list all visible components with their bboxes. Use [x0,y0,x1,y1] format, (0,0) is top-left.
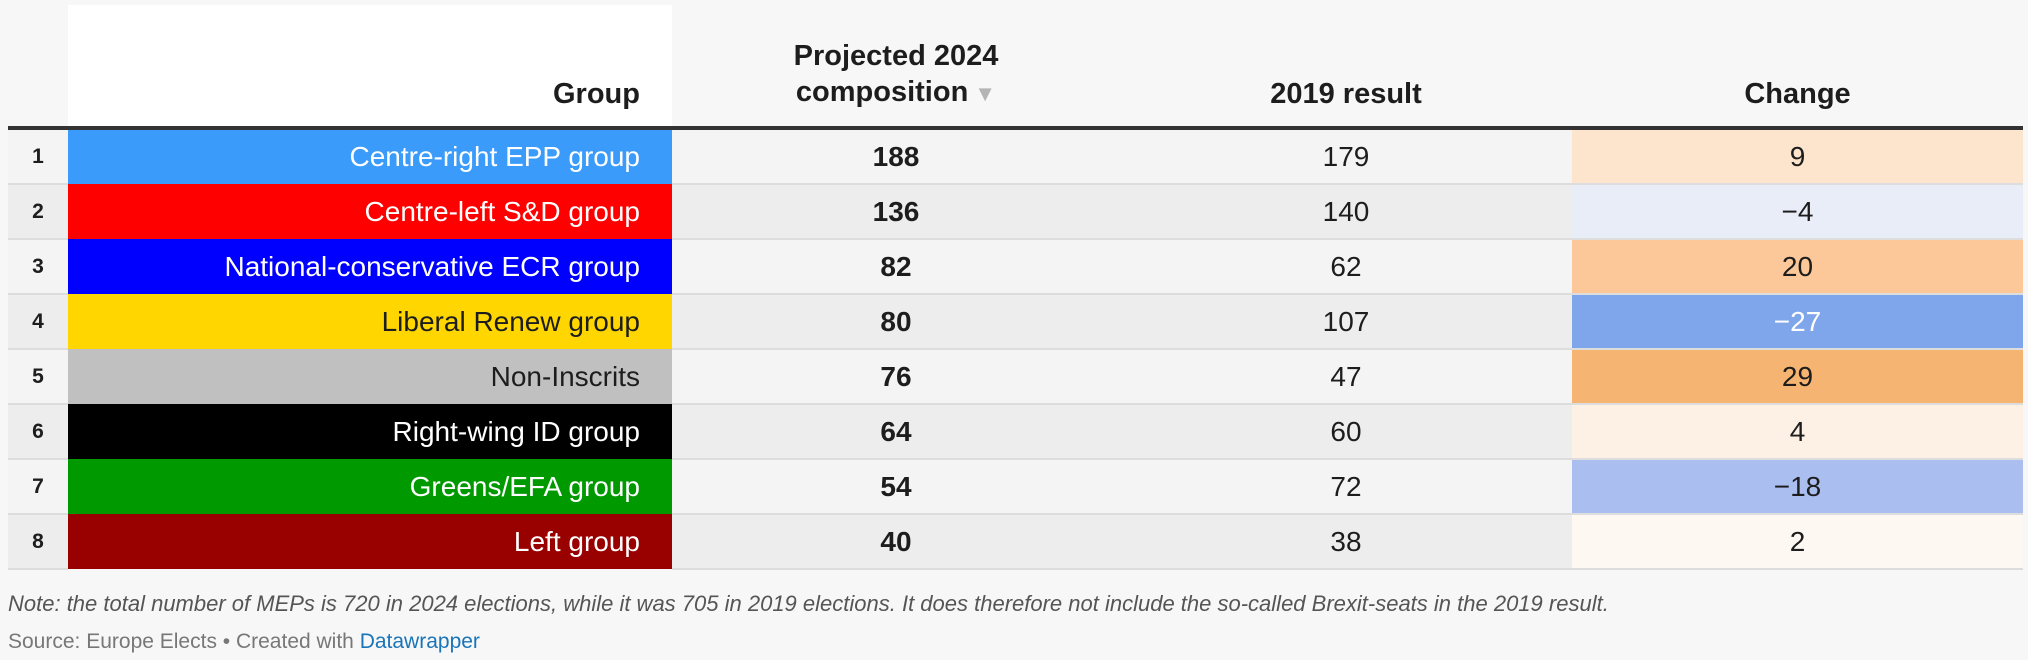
table-header: Group Projected 2024 composition ▼ 2019 r… [8,5,2023,130]
projected-2024-cell: 80 [672,294,1120,350]
result-2019-cell: 62 [1120,239,1572,295]
group-cell: Centre-right EPP group [68,128,672,184]
change-cell: 4 [1572,404,2023,460]
table-row: 3 National-conservative ECR group 82 62 20 [8,239,2023,295]
header-projected-line1: Projected 2024 [793,40,999,72]
group-cell: Left group [68,514,672,569]
source-text: Source: Europe Elects • Created with [8,630,360,653]
rank-cell: 6 [8,404,68,460]
rank-cell: 3 [8,239,68,295]
projected-2024-cell: 54 [672,459,1120,515]
table-row: 2 Centre-left S&D group 136 140 −4 [8,184,2023,240]
projected-2024-cell: 76 [672,349,1120,405]
rank-cell: 7 [8,459,68,515]
header-change[interactable]: Change [1572,5,2023,130]
result-2019-cell: 60 [1120,404,1572,460]
change-cell: −18 [1572,459,2023,515]
result-2019-cell: 179 [1120,128,1572,185]
rank-cell: 1 [8,128,68,185]
change-cell: 29 [1572,349,2023,405]
group-cell: Greens/EFA group [68,459,672,514]
rank-cell: 8 [8,514,68,570]
projected-2024-cell: 82 [672,239,1120,295]
sort-descending-icon: ▼ [974,81,997,106]
result-2019-cell: 140 [1120,184,1572,240]
footnote: Note: the total number of MEPs is 720 in… [8,591,1609,616]
change-cell: −27 [1572,294,2023,350]
results-table: Group Projected 2024 composition ▼ 2019 r… [8,5,2023,570]
change-cell: 9 [1572,128,2023,185]
header-group[interactable]: Group [68,5,672,130]
projected-2024-cell: 64 [672,404,1120,460]
change-cell: 2 [1572,514,2023,570]
header-projected-line2: composition [795,76,969,108]
table-row: 7 Greens/EFA group 54 72 −18 [8,459,2023,515]
group-cell: Liberal Renew group [68,294,672,349]
source-line: Source: Europe Elects • Created with Dat… [8,630,480,654]
result-2019-cell: 107 [1120,294,1572,350]
table-row: 4 Liberal Renew group 80 107 −27 [8,294,2023,350]
rank-cell: 5 [8,349,68,405]
projected-2024-cell: 136 [672,184,1120,240]
result-2019-cell: 38 [1120,514,1572,570]
header-row: Group Projected 2024 composition ▼ 2019 r… [8,5,2023,130]
projected-2024-cell: 40 [672,514,1120,570]
group-cell: Non-Inscrits [68,349,672,404]
table-row: 8 Left group 40 38 2 [8,514,2023,570]
projected-2024-cell: 188 [672,128,1120,185]
header-projected-2024[interactable]: Projected 2024 composition ▼ [672,5,1120,130]
table-row: 5 Non-Inscrits 76 47 29 [8,349,2023,405]
result-2019-cell: 47 [1120,349,1572,405]
group-cell: Right-wing ID group [68,404,672,459]
change-cell: 20 [1572,239,2023,295]
results-table-container: Group Projected 2024 composition ▼ 2019 r… [8,5,2023,570]
header-rank [8,5,68,130]
group-cell: National-conservative ECR group [68,239,672,294]
rank-cell: 4 [8,294,68,350]
group-cell: Centre-left S&D group [68,184,672,239]
rank-cell: 2 [8,184,68,240]
table-body: 1 Centre-right EPP group 188 179 9 2 Centre-le… [8,128,2023,570]
change-cell: −4 [1572,184,2023,240]
header-2019-result[interactable]: 2019 result [1120,5,1572,130]
table-row: 6 Right-wing ID group 64 60 4 [8,404,2023,460]
datawrapper-link[interactable]: Datawrapper [359,630,480,653]
table-row: 1 Centre-right EPP group 188 179 9 [8,128,2023,185]
result-2019-cell: 72 [1120,459,1572,515]
